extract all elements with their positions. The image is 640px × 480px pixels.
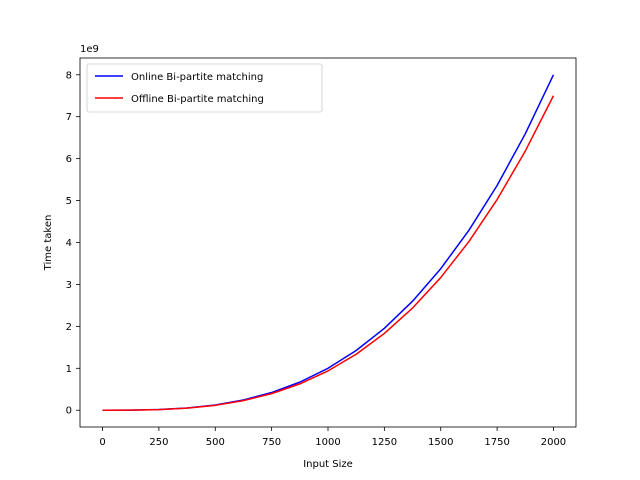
legend-box <box>86 63 323 113</box>
y-tick-label: 3 <box>66 280 72 291</box>
x-axis: 0 250 500 750 1000 1250 1500 1750 2000 <box>99 427 566 448</box>
y-tick-label: 6 <box>66 154 72 165</box>
y-tick-label: 8 <box>66 70 72 81</box>
series-line-1 <box>102 74 555 411</box>
y-tick-label: 2 <box>66 322 72 333</box>
x-tick-label: 2000 <box>541 437 566 448</box>
x-tick-label: 1250 <box>372 437 397 448</box>
legend: Online Bi-partite matching Offline Bi-par… <box>86 63 323 113</box>
x-tick-label: 1750 <box>484 437 509 448</box>
series-line-2 <box>102 95 555 411</box>
x-tick-label: 1000 <box>315 437 340 448</box>
legend-label-1: Online Bi-partite matching <box>131 72 263 83</box>
x-axis-label: Input Size <box>303 459 353 470</box>
y-tick-label: 1 <box>66 364 72 375</box>
x-tick-label: 500 <box>206 437 225 448</box>
y-scale-label: 1e9 <box>80 44 99 55</box>
x-tick-label: 750 <box>262 437 281 448</box>
series-lines <box>102 74 555 411</box>
x-tick-label: 0 <box>99 437 105 448</box>
legend-label-2: Offline Bi-partite matching <box>131 94 264 105</box>
y-tick-label: 0 <box>66 406 72 417</box>
x-tick-label: 250 <box>149 437 168 448</box>
y-tick-label: 4 <box>66 238 72 249</box>
y-axis-label: Time taken <box>43 215 54 272</box>
y-tick-label: 5 <box>66 196 72 207</box>
y-tick-label: 7 <box>66 112 72 123</box>
y-axis: 0 1 2 3 4 5 6 7 8 <box>66 70 80 417</box>
x-tick-label: 1500 <box>428 437 453 448</box>
